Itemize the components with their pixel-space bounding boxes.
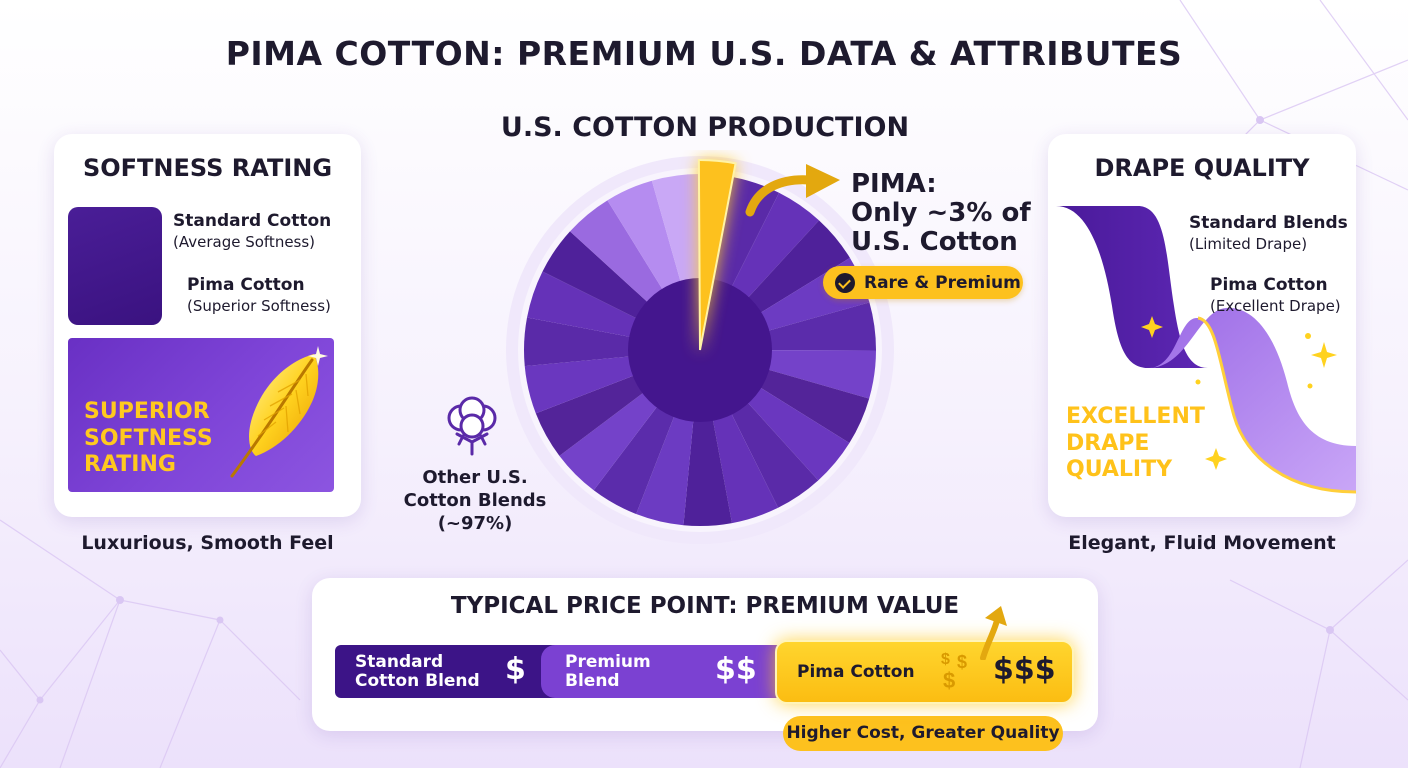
price-tier-pima-label: Pima Cotton bbox=[797, 661, 915, 682]
higher-cost-badge: Higher Cost, Greater Quality bbox=[783, 716, 1063, 751]
sparkle-icon bbox=[1205, 448, 1227, 470]
production-pie-chart bbox=[506, 156, 894, 544]
pima-arrow-icon bbox=[745, 164, 840, 217]
svg-text:$: $ bbox=[943, 668, 955, 693]
up-arrow-icon bbox=[980, 606, 1007, 660]
price-tier-pima-symbol: $$$ bbox=[993, 652, 1056, 687]
price-tier-standard-label: Standard Cotton Blend bbox=[355, 651, 480, 691]
pima-cotton-sub: (Superior Softness) bbox=[187, 297, 331, 315]
check-icon bbox=[835, 272, 855, 293]
superior-softness-text: SUPERIOR SOFTNESS RATING bbox=[84, 399, 213, 477]
price-tier-premium-symbol: $$ bbox=[715, 652, 757, 687]
pima-drape-sub: (Excellent Drape) bbox=[1210, 297, 1341, 315]
price-title: TYPICAL PRICE POINT: PREMIUM VALUE bbox=[450, 593, 960, 619]
pima-drape-label: Pima Cotton bbox=[1210, 275, 1328, 295]
production-title: U.S. COTTON PRODUCTION bbox=[500, 112, 910, 143]
price-tier-premium: Premium Blend $$ bbox=[541, 645, 791, 698]
softness-caption: Luxurious, Smooth Feel bbox=[81, 532, 334, 554]
drape-ribbon-graphic bbox=[1056, 206, 1356, 494]
drape-title: DRAPE QUALITY bbox=[1094, 154, 1310, 182]
price-tier-standard-symbol: $ bbox=[505, 652, 526, 687]
softness-title: SOFTNESS RATING bbox=[82, 154, 333, 182]
standard-blends-label: Standard Blends bbox=[1189, 213, 1348, 233]
floating-dollars-icon: $ $ $ bbox=[941, 651, 967, 693]
pima-cotton-label: Pima Cotton bbox=[187, 275, 305, 295]
pie-slice-other-segment bbox=[683, 350, 732, 526]
standard-softness-swatch bbox=[68, 207, 162, 325]
svg-text:$: $ bbox=[957, 652, 967, 672]
superior-softness-panel: SUPERIOR SOFTNESS RATING bbox=[68, 338, 334, 492]
rare-premium-badge: Rare & Premium bbox=[823, 266, 1023, 299]
price-tier-standard: Standard Cotton Blend $ bbox=[335, 645, 565, 698]
other-blends-label: Other U.S. Cotton Blends (~97%) bbox=[403, 467, 547, 534]
excellent-drape-text: EXCELLENT DRAPE QUALITY bbox=[1066, 404, 1205, 482]
standard-blends-sub: (Limited Drape) bbox=[1189, 235, 1308, 253]
feather-icon bbox=[230, 346, 328, 478]
cotton-boll-icon bbox=[447, 396, 497, 456]
pie-slice-pima bbox=[697, 159, 737, 351]
standard-cotton-sub: (Average Softness) bbox=[173, 233, 316, 251]
svg-text:$: $ bbox=[941, 651, 950, 668]
drape-caption: Elegant, Fluid Movement bbox=[1068, 532, 1336, 554]
sparkle-icon bbox=[1311, 342, 1337, 368]
pima-share-label: PIMA: Only ~3% of U.S. Cotton bbox=[851, 169, 1031, 257]
price-tier-pima: Pima Cotton $ $ $ $$$ bbox=[775, 640, 1074, 704]
price-tier-premium-label: Premium Blend bbox=[565, 651, 651, 691]
page-title: PIMA COTTON: PREMIUM U.S. DATA & ATTRIBU… bbox=[225, 34, 1183, 73]
sparkle-icon bbox=[1141, 316, 1163, 338]
standard-cotton-label: Standard Cotton bbox=[173, 211, 332, 231]
